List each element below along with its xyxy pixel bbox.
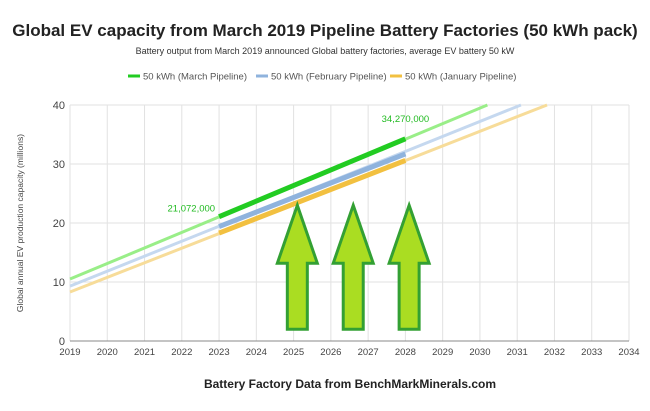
x-tick-label: 2031 <box>507 347 528 358</box>
data-label: 21,072,000 <box>168 204 216 215</box>
arrow-shape <box>275 200 320 331</box>
y-tick-label: 10 <box>53 277 65 289</box>
x-axis-label: Battery Factory Data from BenchMarkMiner… <box>204 377 496 391</box>
x-tick-label: 2028 <box>395 347 416 358</box>
legend-label: 50 kWh (March Pipeline) <box>143 72 247 83</box>
y-axis-ticks: 0 10 20 30 40 <box>53 100 65 348</box>
legend-label: 50 kWh (February Pipeline) <box>271 72 387 83</box>
x-tick-label: 2022 <box>171 347 192 358</box>
x-tick-label: 2023 <box>208 347 229 358</box>
y-axis-label: Global annual EV production capacity (mi… <box>15 134 25 312</box>
y-tick-label: 20 <box>53 218 65 230</box>
x-tick-label: 2027 <box>358 347 379 358</box>
y-tick-label: 30 <box>53 159 65 171</box>
arrow-shape <box>331 200 376 331</box>
y-tick-label: 40 <box>53 100 65 112</box>
x-tick-label: 2019 <box>59 347 80 358</box>
x-tick-label: 2024 <box>246 347 267 358</box>
data-label: 34,270,000 <box>382 114 430 125</box>
x-tick-label: 2029 <box>432 347 453 358</box>
x-tick-label: 2030 <box>469 347 490 358</box>
annotations: 21,072,000 34,270,000 <box>168 114 430 215</box>
arrows <box>275 200 432 331</box>
legend: 50 kWh (March Pipeline) 50 kWh (February … <box>128 72 516 83</box>
x-tick-label: 2032 <box>544 347 565 358</box>
legend-label: 50 kWh (January Pipeline) <box>405 72 516 83</box>
series-line <box>218 151 407 229</box>
x-tick-label: 2033 <box>581 347 602 358</box>
series-line <box>218 158 407 236</box>
arrow-shape <box>387 200 432 331</box>
x-tick-label: 2034 <box>618 347 639 358</box>
series-line <box>218 136 407 219</box>
x-tick-label: 2021 <box>134 347 155 358</box>
x-tick-label: 2020 <box>97 347 118 358</box>
series-segments <box>218 136 407 236</box>
x-tick-label: 2026 <box>320 347 341 358</box>
chart-title: Global EV capacity from March 2019 Pipel… <box>12 21 637 40</box>
x-tick-label: 2025 <box>283 347 304 358</box>
chart-subtitle: Battery output from March 2019 announced… <box>136 46 515 56</box>
x-axis-ticks: 2019 2020 2021 2022 2023 2024 2025 2026 2027 2028… <box>59 347 639 358</box>
y-tick-label: 0 <box>59 336 65 348</box>
